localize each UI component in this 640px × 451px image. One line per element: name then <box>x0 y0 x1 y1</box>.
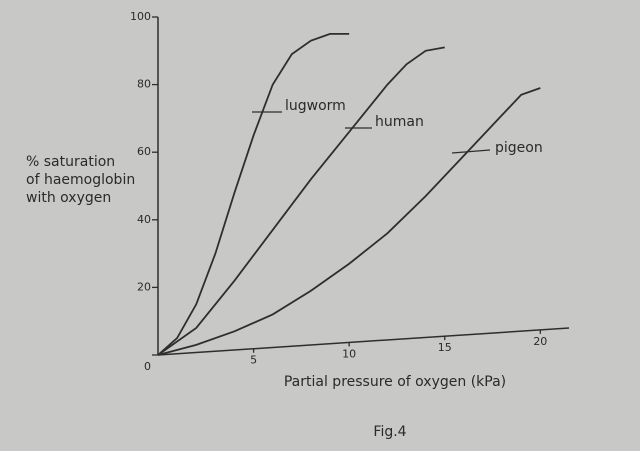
leader-line <box>451 149 491 154</box>
y-label-line: of haemoglobin <box>26 172 135 188</box>
y-tick-label: 40 <box>137 213 151 226</box>
y-tick-label: 80 <box>137 78 151 91</box>
y-label-line: % saturation <box>26 154 115 170</box>
series-line <box>157 46 445 356</box>
series-line <box>157 87 541 356</box>
series-label: human <box>375 114 424 130</box>
x-axis <box>157 327 570 356</box>
series-line <box>157 33 350 356</box>
x-tick-label: 20 <box>533 335 547 348</box>
x-tick-label: 15 <box>438 341 452 354</box>
y-tick-label: 20 <box>137 280 151 293</box>
caption: Fig.4 <box>373 424 406 440</box>
y-tick-label: 60 <box>137 145 151 158</box>
series-label: lugworm <box>285 98 346 114</box>
x-tick-label: 5 <box>250 354 257 367</box>
x-label: Partial pressure of oxygen (kPa) <box>284 374 506 390</box>
y-tick-label: 0 <box>144 360 151 373</box>
y-label-line: with oxygen <box>26 190 111 206</box>
series-label: pigeon <box>495 140 543 156</box>
y-tick-label: 100 <box>130 10 151 23</box>
x-tick-label: 10 <box>342 347 356 360</box>
